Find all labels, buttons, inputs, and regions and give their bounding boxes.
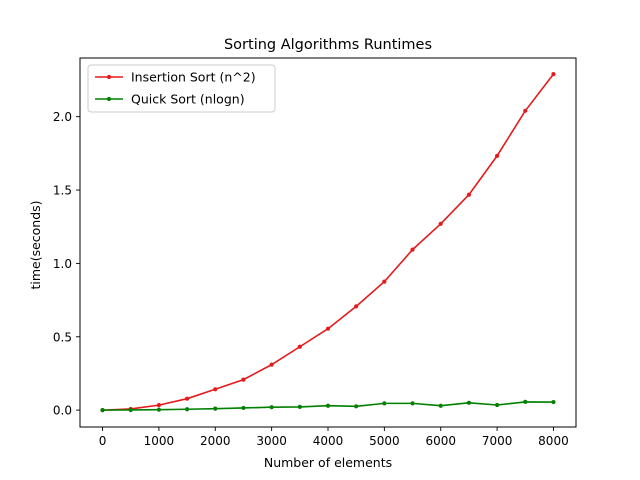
data-point [213,387,218,392]
y-axis-label: time(seconds) [28,200,43,289]
legend-item-1: Quick Sort (nlogn) [95,92,245,107]
data-point [156,403,162,408]
data-point [184,407,190,412]
series-layer [100,72,556,413]
y-tick-label: 0.5 [53,330,72,344]
y-tick-label: 1.0 [53,257,72,271]
data-point [269,405,274,410]
data-point [297,344,302,349]
data-point [213,406,218,411]
x-tick-label: 0 [99,434,107,448]
data-point [410,247,415,252]
plot-frame [79,57,577,428]
data-point [382,279,387,284]
data-point [128,407,133,413]
legend-label: Insertion Sort (n^2) [131,70,256,85]
data-point [551,72,556,77]
data-point [551,399,556,405]
data-point [354,404,359,409]
x-tick-label: 8000 [538,434,569,448]
y-tick-label: 1.5 [53,184,72,198]
data-point [410,401,415,406]
data-point [466,400,472,405]
data-point [156,407,162,412]
chart-title: Sorting Algorithms Runtimes [224,37,432,53]
legend-swatch-marker [106,96,112,102]
axes-layer: 0 1000 2000 3000 4000 5000 6000 7000 8000 0.0 0.5 1… [53,57,577,448]
legend-item-0: Insertion Sort (n^2) [95,70,256,85]
data-point [241,405,246,411]
plot-area [80,58,576,427]
data-point [494,402,500,408]
data-point [523,108,528,113]
x-tick-label: 1000 [144,434,175,448]
data-point [184,396,190,401]
data-point [325,403,331,408]
x-tick-label: 4000 [313,434,344,448]
data-point [494,153,500,158]
x-tick-label: 2000 [200,434,231,448]
x-axis-label: Number of elements [264,455,392,470]
legend-label: Quick Sort (nlogn) [131,92,245,107]
y-tick-label: 2.0 [53,110,72,124]
data-point [297,404,302,409]
x-tick-label: 6000 [425,434,456,448]
legend-swatch-marker [106,74,112,80]
data-point [466,192,472,197]
x-tick-label: 7000 [482,434,513,448]
x-tick-label: 3000 [256,434,287,448]
legend-box [87,64,276,113]
data-point [438,403,443,408]
data-point [100,408,105,413]
data-point [241,377,246,382]
data-point [382,401,387,406]
y-tick-label: 0.0 [53,404,72,418]
data-point [325,326,331,331]
data-point [354,304,359,309]
data-point [269,362,274,367]
legend: Insertion Sort (n^2) Quick Sort (nlogn) [87,64,276,113]
series-1 [100,399,556,413]
data-point [438,221,443,226]
data-point [523,399,528,405]
x-tick-label: 5000 [369,434,400,448]
